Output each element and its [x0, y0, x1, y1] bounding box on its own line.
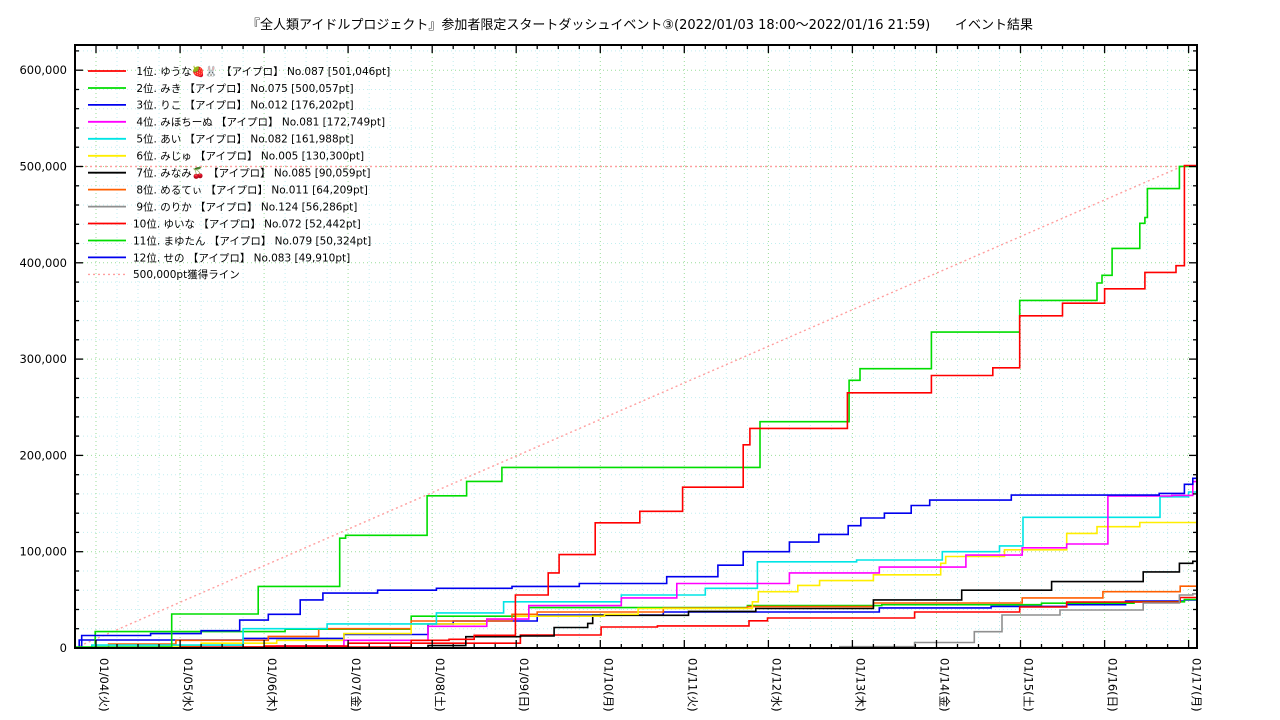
x-axis-labels: 01/04(火) 01/05(水) 01/06(木) 01/07(金) 01/08(土)… — [97, 658, 1204, 712]
svg-text:01/06(木): 01/06(木) — [265, 658, 279, 712]
series-line-rank-4 — [75, 480, 1197, 649]
legend-label: 1位. ゆうな🍓🐰 【アイプロ】 No.087 [501,046pt] — [133, 65, 390, 78]
svg-text:01/10(月): 01/10(月) — [601, 658, 615, 712]
legend-item-rank-6: 6位. みじゅ 【アイプロ】 No.005 [130,300pt] — [88, 150, 364, 163]
legend-item-goal-line: 500,000pt獲得ライン — [88, 268, 240, 281]
svg-text:01/16(日): 01/16(日) — [1106, 658, 1120, 712]
legend-item-rank-5: 5位. あい 【アイプロ】 No.082 [161,988pt] — [88, 133, 354, 146]
legend-item-rank-2: 2位. みき 【アイプロ】 No.075 [500,057pt] — [88, 82, 354, 95]
series-line-rank-1 — [75, 164, 1197, 649]
svg-text:01/09(日): 01/09(日) — [517, 658, 531, 712]
svg-text:600,000: 600,000 — [19, 63, 67, 77]
legend-label: 4位. みほちーぬ 【アイプロ】 No.081 [172,749pt] — [133, 116, 385, 129]
svg-text:01/14(金): 01/14(金) — [938, 658, 952, 712]
series-line-rank-8 — [75, 585, 1197, 649]
legend-label: 8位. めるてぃ 【アイプロ】 No.011 [64,209pt] — [133, 183, 368, 196]
svg-text:300,000: 300,000 — [19, 352, 67, 366]
legend-item-rank-10: 10位. ゆいな 【アイプロ】 No.072 [52,442pt] — [88, 217, 361, 230]
legend-item-rank-12: 12位. せの 【アイプロ】 No.083 [49,910pt] — [88, 251, 350, 264]
legend-label: 9位. のりか 【アイプロ】 No.124 [56,286pt] — [133, 200, 357, 213]
y-axis-labels: 0 100,000 200,000 300,000 400,000 500,000 600,… — [19, 63, 67, 655]
legend-label: 500,000pt獲得ライン — [133, 268, 240, 281]
svg-text:0: 0 — [60, 641, 67, 655]
svg-text:01/11(火): 01/11(火) — [685, 658, 699, 712]
axis-ticks — [75, 45, 1197, 648]
legend-item-rank-4: 4位. みほちーぬ 【アイプロ】 No.081 [172,749pt] — [88, 116, 385, 129]
legend-label: 6位. みじゅ 【アイプロ】 No.005 [130,300pt] — [133, 150, 364, 163]
legend-label: 7位. みなみ🍒 【アイプロ】 No.085 [90,059pt] — [133, 167, 370, 180]
svg-text:01/08(土): 01/08(土) — [433, 658, 447, 712]
legend-label: 5位. あい 【アイプロ】 No.082 [161,988pt] — [133, 133, 354, 146]
svg-text:01/05(水): 01/05(水) — [181, 658, 195, 712]
series-line-rank-9 — [75, 593, 1197, 649]
grid-major — [75, 45, 1197, 648]
series-line-rank-2 — [75, 165, 1197, 648]
legend-label: 2位. みき 【アイプロ】 No.075 [500,057pt] — [133, 82, 354, 95]
legend-item-rank-8: 8位. めるてぃ 【アイプロ】 No.011 [64,209pt] — [88, 183, 368, 196]
svg-text:100,000: 100,000 — [19, 545, 67, 559]
legend-item-rank-9: 9位. のりか 【アイプロ】 No.124 [56,286pt] — [88, 200, 357, 213]
series-line-rank-3 — [75, 477, 1197, 649]
chart-title: 『全人類アイドルプロジェクト』参加者限定スタートダッシュイベント③(2022/0… — [247, 18, 1033, 33]
svg-text:01/12(水): 01/12(水) — [769, 658, 783, 712]
svg-text:400,000: 400,000 — [19, 256, 67, 270]
legend: 1位. ゆうな🍓🐰 【アイプロ】 No.087 [501,046pt] 2位. … — [88, 65, 390, 281]
goal-pace-line — [74, 165, 1197, 649]
series-line-rank-7 — [75, 560, 1197, 649]
svg-text:01/04(火): 01/04(火) — [97, 658, 111, 712]
grid-minor — [75, 45, 1197, 648]
legend-label: 11位. まゆたん 【アイプロ】 No.079 [50,324pt] — [133, 234, 371, 247]
svg-text:01/17(月): 01/17(月) — [1190, 658, 1204, 712]
legend-item-rank-3: 3位. りこ 【アイプロ】 No.012 [176,202pt] — [88, 99, 354, 112]
svg-text:200,000: 200,000 — [19, 448, 67, 462]
legend-item-rank-11: 11位. まゆたん 【アイプロ】 No.079 [50,324pt] — [88, 234, 371, 247]
legend-label: 12位. せの 【アイプロ】 No.083 [49,910pt] — [133, 251, 350, 264]
plot-border — [74, 44, 1198, 649]
svg-text:01/13(木): 01/13(木) — [853, 658, 867, 712]
svg-text:01/15(土): 01/15(土) — [1022, 658, 1036, 712]
series-line-rank-5 — [75, 491, 1197, 649]
svg-text:01/07(金): 01/07(金) — [349, 658, 363, 712]
svg-text:500,000: 500,000 — [19, 160, 67, 174]
legend-label: 3位. りこ 【アイプロ】 No.012 [176,202pt] — [133, 99, 354, 112]
legend-label: 10位. ゆいな 【アイプロ】 No.072 [52,442pt] — [133, 217, 361, 230]
legend-item-rank-1: 1位. ゆうな🍓🐰 【アイプロ】 No.087 [501,046pt] — [88, 65, 390, 78]
series-line-rank-6 — [75, 521, 1197, 649]
legend-item-rank-7: 7位. みなみ🍒 【アイプロ】 No.085 [90,059pt] — [88, 167, 370, 180]
